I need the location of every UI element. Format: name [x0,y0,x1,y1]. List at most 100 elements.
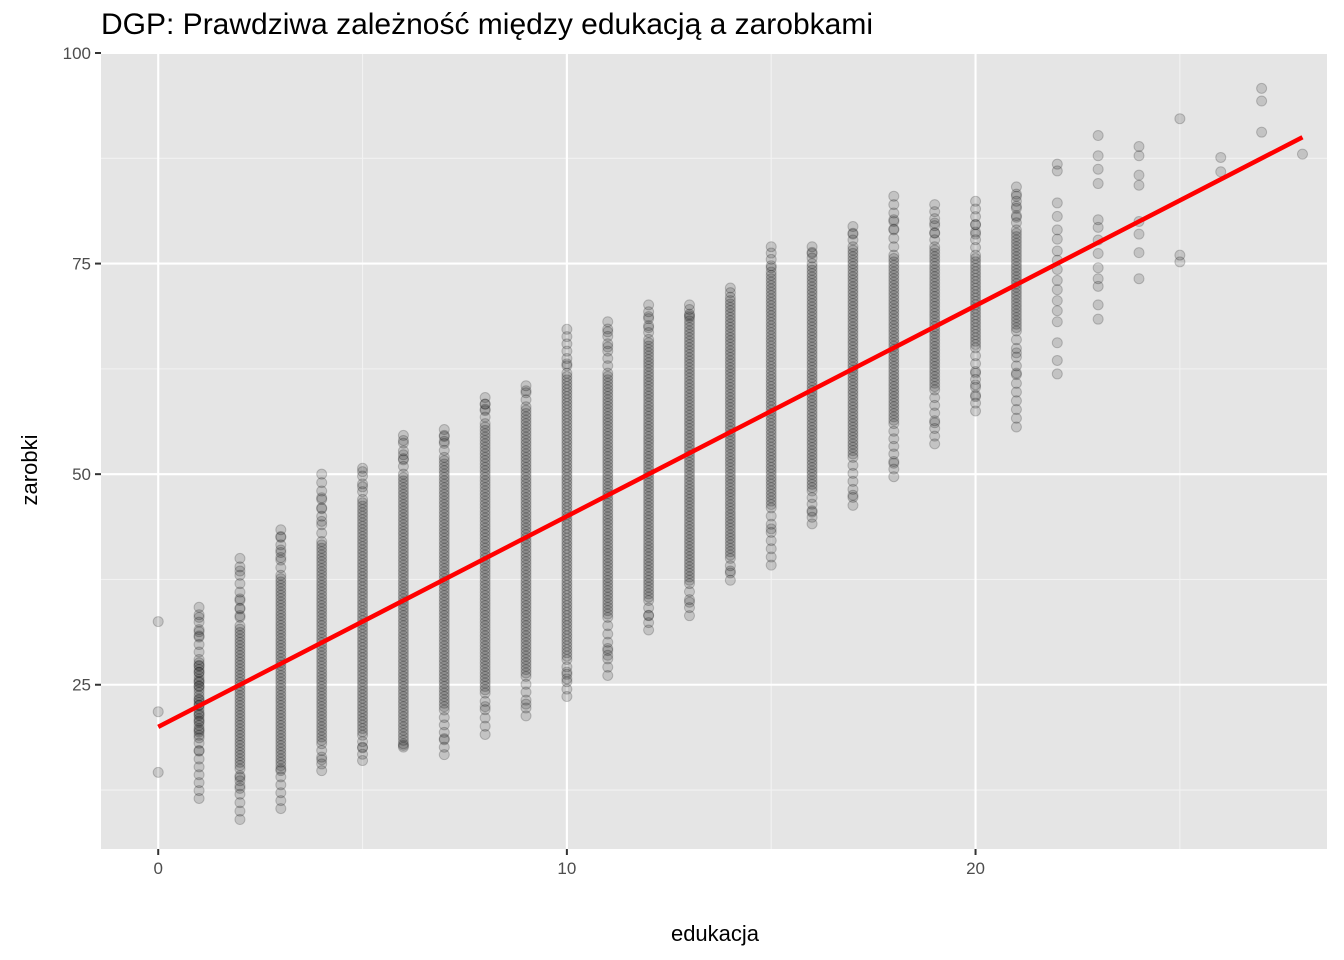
data-point [561,589,573,601]
data-point [479,502,491,514]
data-point [765,354,777,366]
data-point [479,532,491,544]
data-point [683,311,695,323]
data-point [602,444,614,456]
data-point [479,600,491,612]
data-point [724,442,736,454]
data-point [683,460,695,472]
data-point [397,475,409,487]
y-tick-label: 50 [72,465,91,484]
data-point [438,726,450,738]
data-point [316,684,328,696]
data-point [438,657,450,669]
data-point [602,431,614,443]
data-point [765,337,777,349]
x-tick-label: 0 [153,859,162,878]
data-point [724,509,736,521]
data-point [316,536,328,548]
data-point [683,325,695,337]
data-point [275,787,287,799]
data-point [929,264,941,276]
data-point [561,475,573,487]
data-point [357,662,369,674]
data-point [602,352,614,364]
data-point [275,696,287,708]
data-point [683,537,695,549]
data-point [765,482,777,494]
data-point [520,438,532,450]
data-point [724,365,736,377]
data-point [438,630,450,642]
data-point [602,407,614,419]
data-point [806,401,818,413]
data-point [234,611,246,623]
data-point [806,452,818,464]
data-point [397,657,409,669]
data-point [1051,284,1063,296]
data-point [929,344,941,356]
data-point [683,557,695,569]
data-point [643,417,655,429]
data-point [234,653,246,665]
data-point [397,714,409,726]
data-point [316,627,328,639]
data-point [1051,368,1063,380]
data-point [847,294,859,306]
data-point [438,424,450,436]
data-point [602,457,614,469]
data-point [643,311,655,323]
data-point [683,578,695,590]
data-point [683,382,695,394]
data-point [1051,233,1063,245]
data-point [1092,273,1104,285]
data-point [357,742,369,754]
data-point [479,684,491,696]
data-point [806,395,818,407]
data-point [479,498,491,510]
data-point [806,498,818,510]
data-point [1010,264,1022,276]
data-point [357,537,369,549]
data-point [847,348,859,360]
data-point [1010,202,1022,214]
data-point [724,331,736,343]
data-point [193,785,205,797]
data-point [561,465,573,477]
data-point [602,541,614,553]
data-point [724,532,736,544]
data-point [520,549,532,561]
data-point [438,586,450,598]
data-point [275,579,287,591]
data-point [438,468,450,480]
data-point [765,327,777,339]
data-point [683,602,695,614]
data-point [847,378,859,390]
data-point [929,244,941,256]
data-point [970,219,982,231]
data-point [724,291,736,303]
data-point [520,563,532,575]
data-point [234,700,246,712]
data-point [193,639,205,651]
data-point [724,539,736,551]
data-point [234,552,246,564]
data-point [806,258,818,270]
data-point [724,469,736,481]
data-point [397,606,409,618]
data-point [765,458,777,470]
data-point [970,289,982,301]
data-point [357,608,369,620]
data-point [1051,316,1063,328]
data-point [1051,158,1063,170]
data-point [724,475,736,487]
minor-gridlines [101,53,1327,849]
data-point [438,583,450,595]
data-point [561,441,573,453]
data-point [1215,151,1227,163]
data-point [888,283,900,295]
data-point [561,627,573,639]
data-point [643,360,655,372]
data-point [357,706,369,718]
data-point [643,333,655,345]
data-point [357,659,369,671]
